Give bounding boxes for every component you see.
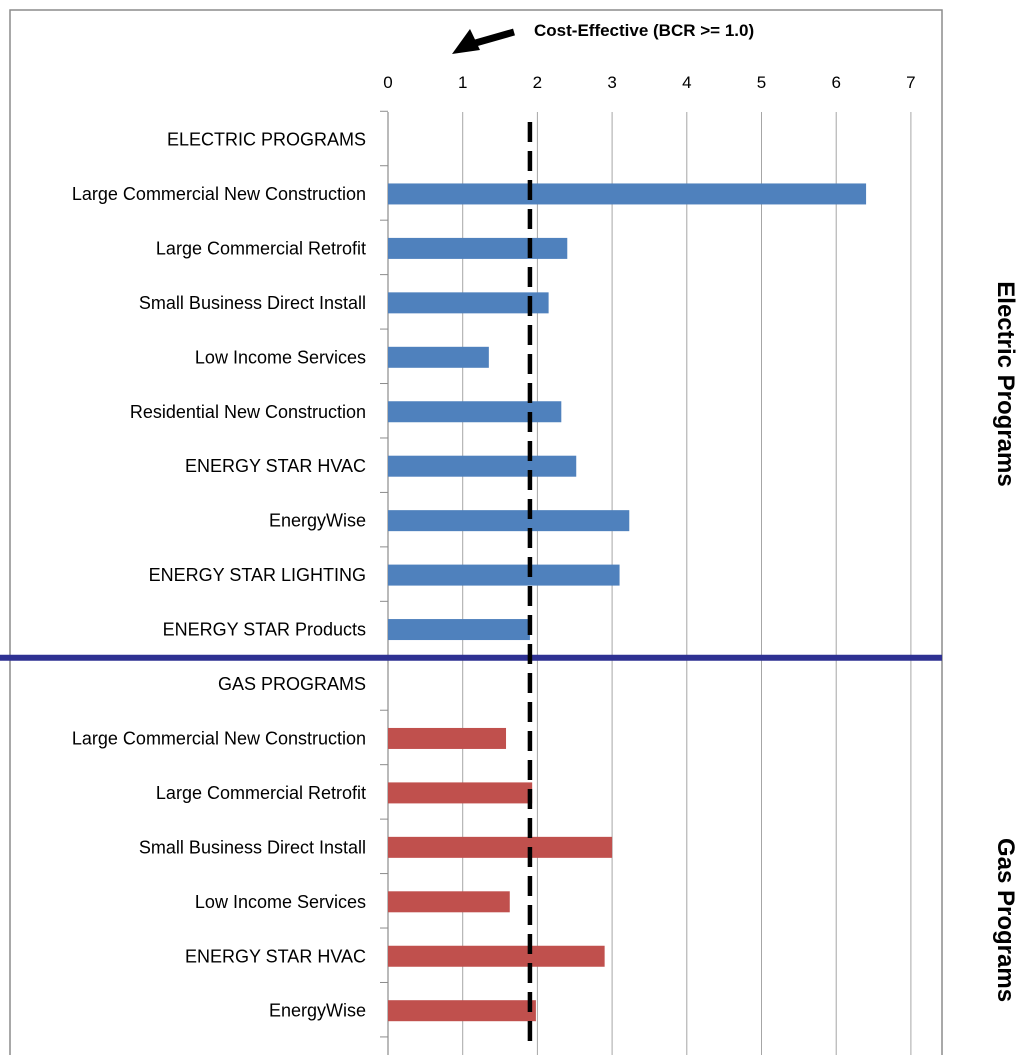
category-label: Low Income Services — [195, 347, 366, 367]
annotation-arrow-icon — [452, 29, 480, 54]
bar — [388, 727, 507, 749]
bar — [388, 455, 577, 477]
category-label: ENERGY STAR HVAC — [185, 946, 366, 966]
x-tick-label: 0 — [383, 73, 392, 92]
category-label: EnergyWise — [269, 511, 366, 531]
overlays: Cost-Effective (BCR >= 1.0) Electric Prog… — [0, 21, 1019, 1045]
x-tick-label: 4 — [682, 73, 691, 92]
category-label: ENERGY STAR HVAC — [185, 456, 366, 476]
bar — [388, 564, 620, 586]
bar — [388, 945, 605, 967]
bar — [388, 782, 533, 804]
x-tick-label: 7 — [906, 73, 915, 92]
category-label: Large Commercial New Construction — [72, 728, 366, 748]
x-axis-ticks: 0 1 2 3 4 5 6 7 — [383, 73, 915, 92]
category-label: Residential New Construction — [130, 402, 366, 422]
group-header-label: GAS PROGRAMS — [218, 674, 366, 694]
category-label: Small Business Direct Install — [139, 837, 366, 857]
bar — [388, 183, 867, 205]
x-tick-label: 5 — [757, 73, 766, 92]
plot-frame — [9, 9, 943, 1060]
bar — [388, 346, 489, 368]
category-label: Large Commercial New Construction — [72, 184, 366, 204]
category-label: EnergyWise — [269, 1001, 366, 1021]
group-header-label: ELECTRIC PROGRAMS — [167, 130, 366, 150]
bar — [388, 1000, 536, 1022]
bar — [388, 510, 630, 532]
x-tick-label: 3 — [607, 73, 616, 92]
category-labels: ELECTRIC PROGRAMS Large Commercial New Co… — [72, 130, 366, 1021]
bar — [388, 836, 613, 858]
category-label: Small Business Direct Install — [139, 293, 366, 313]
bar — [388, 891, 510, 913]
category-label: ENERGY STAR LIGHTING — [149, 565, 366, 585]
bar — [388, 619, 530, 641]
x-tick-label: 6 — [831, 73, 840, 92]
bars — [388, 183, 867, 1022]
category-label: Large Commercial Retrofit — [156, 238, 366, 258]
category-label: Large Commercial Retrofit — [156, 783, 366, 803]
bar — [388, 401, 562, 423]
category-label: Low Income Services — [195, 892, 366, 912]
x-tick-label: 2 — [533, 73, 542, 92]
annotation-arrow-shaft — [471, 28, 515, 48]
electric-programs-side-label: Electric Programs — [992, 281, 1019, 486]
cost-effective-annotation: Cost-Effective (BCR >= 1.0) — [534, 21, 754, 40]
bar — [388, 237, 568, 259]
x-tick-label: 1 — [458, 73, 467, 92]
category-label: ENERGY STAR Products — [163, 620, 366, 640]
bar — [388, 292, 549, 314]
gas-programs-side-label: Gas Programs — [992, 838, 1019, 1002]
